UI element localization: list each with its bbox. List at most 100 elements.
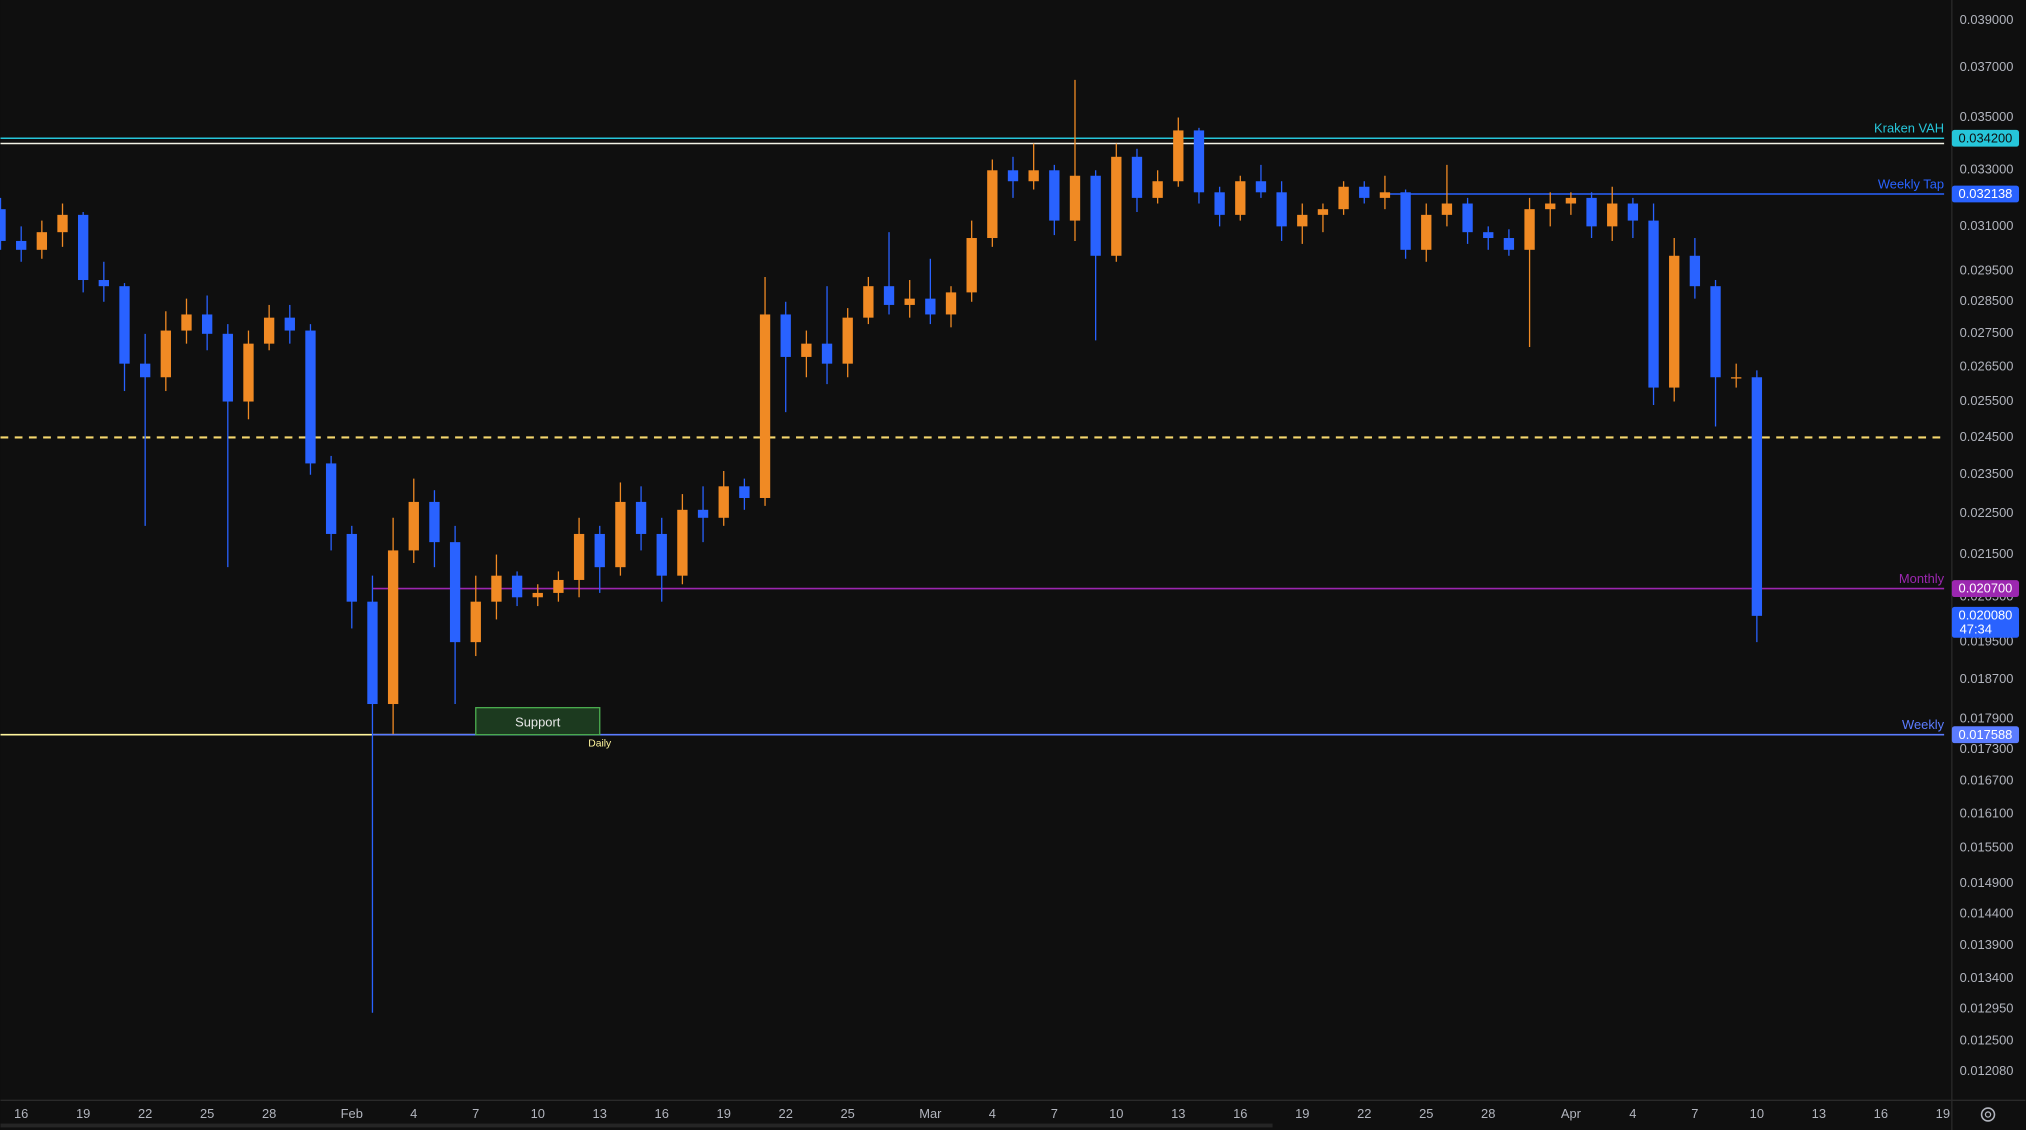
x-tick-label: 7 <box>1051 1106 1058 1121</box>
countdown: 47:34 <box>1960 621 1992 636</box>
x-tick-label: 19 <box>1936 1106 1950 1121</box>
candle-body <box>470 601 481 643</box>
candle-body <box>780 314 791 357</box>
candle-body <box>1627 203 1639 221</box>
candle-body <box>1152 181 1163 198</box>
overlay: 0.039000 0.037000 0.035000 0.033000 0.031000… <box>14 12 2020 1121</box>
candle-body <box>1441 203 1453 215</box>
candle-body <box>1710 286 1721 378</box>
y-tick-label: 0.039000 <box>1960 12 2014 27</box>
candle-body <box>491 575 502 602</box>
candle-body <box>78 214 89 281</box>
candle-body <box>987 170 998 239</box>
y-tick-label: 0.018700 <box>1960 671 2014 686</box>
candle-body <box>1751 377 1763 616</box>
candle-body <box>1421 214 1432 250</box>
price-label-box <box>1951 129 2020 147</box>
candle-body <box>1524 209 1535 250</box>
candle-body <box>243 343 254 402</box>
last-price-label: 0.020080 <box>1959 607 2013 622</box>
x-tick-label: 4 <box>989 1106 996 1121</box>
level-name: Kraken VAH <box>1874 121 1944 136</box>
price-label-box <box>1951 580 2020 597</box>
x-tick-label: 13 <box>593 1106 607 1121</box>
y-tick-label: 0.012950 <box>1960 1001 2014 1016</box>
price-label-box <box>1951 185 2020 203</box>
candle-body <box>1607 203 1618 227</box>
candle-body <box>222 333 233 402</box>
candle-body <box>1214 192 1225 215</box>
candle-body <box>36 232 48 250</box>
y-tick-label: 0.027500 <box>1960 325 2014 340</box>
x-tick-label: 13 <box>1171 1106 1185 1121</box>
candle-body <box>1731 377 1742 379</box>
x-tick-label: 25 <box>841 1106 855 1121</box>
x-tick-label: 28 <box>262 1106 276 1121</box>
candle-body <box>1379 192 1391 198</box>
candle-body <box>1586 197 1597 227</box>
candle-body <box>739 486 750 498</box>
support-zone <box>475 707 601 736</box>
candle-body <box>1111 156 1122 256</box>
y-tick-label: 0.017300 <box>1960 741 2014 756</box>
settings-icon[interactable] <box>1980 1107 1996 1122</box>
candle-body <box>1669 255 1680 388</box>
price-label: 0.020700 <box>1959 581 2013 596</box>
candle-body <box>1483 232 1494 239</box>
candle-body <box>1049 170 1060 221</box>
x-tick-label: 19 <box>1295 1106 1309 1121</box>
y-tick-label: 0.017900 <box>1960 710 2014 725</box>
candle-body <box>883 286 895 305</box>
candle-body <box>139 363 151 378</box>
candle-body <box>573 533 585 580</box>
plot-area: Support <box>0 79 1945 1013</box>
candle-body <box>1462 203 1473 233</box>
candle-body <box>119 286 130 364</box>
candle-body <box>1090 175 1101 256</box>
y-tick-label: 0.012080 <box>1960 1063 2014 1078</box>
x-tick-label: 22 <box>1357 1106 1371 1121</box>
candle-body <box>656 533 667 576</box>
scrollbar[interactable] <box>0 1123 1273 1128</box>
candle-body <box>201 314 213 334</box>
y-tick-label: 0.023500 <box>1960 466 2014 481</box>
x-tick-label: 10 <box>1109 1106 1123 1121</box>
candle-body <box>346 533 357 602</box>
candle-body <box>387 550 399 705</box>
x-tick-label: 16 <box>14 1106 28 1121</box>
y-tick-label: 0.028500 <box>1960 293 2014 308</box>
candle-body <box>1007 170 1019 182</box>
candle-body <box>1235 181 1246 215</box>
candle-body <box>1565 197 1577 204</box>
x-tick-label: 16 <box>1233 1106 1247 1121</box>
y-tick-label: 0.037000 <box>1960 59 2014 74</box>
candle-body <box>1317 209 1329 215</box>
x-tick-label: 13 <box>1812 1106 1826 1121</box>
x-tick-label: 19 <box>76 1106 90 1121</box>
x-tick-label: 25 <box>1419 1106 1433 1121</box>
x-tick-label: 19 <box>717 1106 731 1121</box>
candle-body <box>553 579 564 593</box>
candle-body <box>1689 255 1701 287</box>
candle-body <box>1648 220 1659 388</box>
y-tick-label: 0.021500 <box>1960 546 2014 561</box>
candle-body <box>697 509 709 518</box>
y-tick-label: 0.029500 <box>1960 262 2014 277</box>
candle-body <box>966 238 977 293</box>
candle-body <box>1028 170 1039 182</box>
candle-body <box>160 330 171 378</box>
x-tick-label: Apr <box>1561 1106 1582 1121</box>
y-tick-label: 0.025500 <box>1960 393 2014 408</box>
candle-body <box>635 501 647 534</box>
candle-body <box>325 463 337 534</box>
candle-body <box>57 214 68 233</box>
candle-body <box>801 343 812 357</box>
x-tick-label: 7 <box>472 1106 479 1121</box>
candle-body <box>16 240 27 250</box>
support-label: Support <box>515 715 561 730</box>
candle-body <box>594 533 605 568</box>
candle-body <box>1173 130 1184 182</box>
candle-body <box>511 575 523 598</box>
